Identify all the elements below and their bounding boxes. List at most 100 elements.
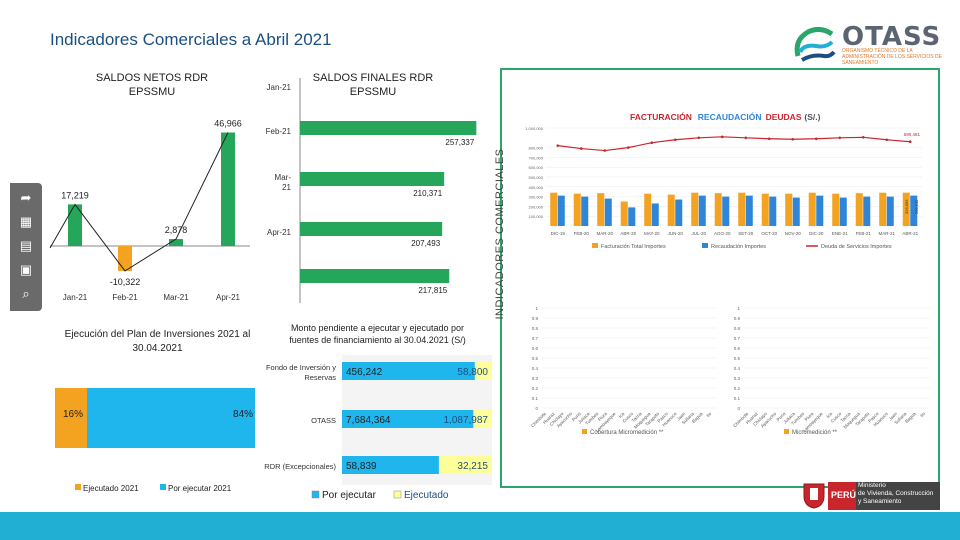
title-part: FACTURACIÓN — [630, 111, 692, 122]
y-tick-label: 500,000 — [529, 175, 544, 180]
value-label: 46,966 — [214, 118, 242, 128]
segment-label: 58,839 — [346, 461, 377, 472]
bar-Recaudación Importes — [910, 195, 918, 226]
bar-Facturación Total Importes — [832, 193, 840, 226]
bar-Mar-21 — [300, 172, 445, 186]
saldos-netos-title: SALDOS NETOS RDR EPSSMU — [95, 72, 209, 98]
x-tick-label: ENE-21 — [832, 231, 848, 236]
bar-Recaudación Importes — [769, 196, 777, 226]
x-tick-label: NOV-20 — [785, 231, 802, 236]
x-tick-label: Apr-21 — [216, 293, 241, 302]
legend-label: Deuda de Servicios Importes — [821, 244, 892, 250]
side-label: INDICADORES COMERCIALES — [490, 110, 508, 360]
bar-Recaudación Importes — [745, 195, 753, 226]
legend-swatch — [311, 490, 320, 499]
bar-extra — [300, 269, 450, 283]
bar-Recaudación Importes — [651, 203, 659, 226]
y-tick-label: Mar- — [275, 173, 292, 182]
point-deuda — [885, 138, 889, 142]
value-label: -10,322 — [110, 277, 141, 287]
share-icon[interactable]: ➦ — [20, 190, 32, 205]
y-tick-label: 1 — [737, 306, 740, 311]
bar-Feb-21 — [118, 246, 132, 271]
segment-ejecutado — [438, 456, 492, 474]
bar-Recaudación Importes — [839, 197, 847, 226]
bar-Recaudación Importes — [816, 195, 824, 226]
legend-label: Ejecutado — [404, 490, 449, 501]
y-tick-label: RDR (Excepcionales) — [264, 462, 336, 471]
segment-Ejecutado 2021 — [55, 388, 87, 448]
legend-swatch — [75, 484, 81, 490]
legend-swatch — [784, 429, 789, 434]
ministerio-text-bg — [856, 482, 940, 510]
bar-Apr-21 — [221, 132, 235, 246]
x-tick-label: MAR-21 — [878, 231, 895, 236]
indicadores-frame — [500, 68, 940, 488]
y-tick-label: OTASS — [311, 416, 336, 425]
ministerio-line1: Ministerio — [858, 482, 886, 489]
y-tick-label: 0.7 — [734, 336, 741, 341]
title-part: (S/.) — [804, 112, 820, 122]
y-tick-label: 800,000 — [529, 146, 544, 151]
x-tick-label: Feb-21 — [112, 293, 138, 302]
bar-Recaudación Importes — [698, 195, 706, 226]
legend-label: Facturación Total Importes — [601, 244, 666, 250]
ministerio-text: Ministerio de Vivienda, Construcción y S… — [858, 482, 933, 506]
bar-Facturación Total Importes — [879, 192, 887, 226]
y-tick-label: 21 — [282, 183, 291, 192]
ministerio-line3: y Saneamiento — [858, 498, 902, 505]
legend-label: Por ejecutar 2021 — [168, 484, 232, 493]
segment-Por ejecutar 2021 — [87, 388, 255, 448]
x-tick-label: SET-20 — [738, 231, 754, 236]
segment-por-ejecutar — [342, 362, 475, 380]
y-tick-label: 1,000,000 — [525, 126, 544, 131]
y-tick-label: 400,000 — [529, 185, 544, 190]
y-tick-label: 200,000 — [529, 204, 544, 209]
segment-por-ejecutar — [342, 456, 439, 474]
y-tick-label: 0.4 — [734, 366, 741, 371]
x-tick-label: DIC-20 — [809, 231, 824, 236]
point-deuda — [697, 136, 701, 140]
bar-Recaudación Importes — [581, 196, 589, 226]
legend-swatch — [160, 484, 166, 490]
x-tick-label: Ica — [618, 411, 626, 419]
bar-Facturación Total Importes — [667, 194, 675, 226]
logo-name: OTASS — [842, 22, 942, 52]
legend-label: Cobertura Micromedición ** — [590, 430, 664, 436]
y-tick-label: Apr-21 — [267, 228, 292, 237]
image-icon[interactable]: ▣ — [19, 262, 33, 277]
y-tick-label: Jan-21 — [267, 83, 292, 92]
y-tick-label: 0.6 — [734, 346, 741, 351]
bar-Recaudación Importes — [604, 198, 612, 226]
saldos-finales-title: SALDOS FINALES RDR EPSSMU — [312, 72, 434, 98]
table-icon[interactable]: ▤ — [19, 238, 33, 253]
x-tick-label: Jan-21 — [63, 293, 88, 302]
bar-Facturación Total Importes — [855, 193, 863, 226]
point-deuda — [908, 140, 912, 144]
segment-label: 7,684,364 — [346, 415, 391, 426]
bar-Apr-21 — [300, 222, 443, 236]
y-tick-label: 0.2 — [734, 386, 741, 391]
y-tick-label: 0.4 — [532, 366, 539, 371]
x-tick-label: DIC-19 — [551, 231, 566, 236]
map-icon[interactable]: ▦ — [19, 214, 33, 229]
value-label: 217,815 — [418, 286, 447, 295]
legend-swatch — [702, 243, 708, 248]
x-tick-label: JUL-20 — [691, 231, 706, 236]
segment-ejecutado — [473, 410, 492, 428]
legend-label: Ejecutado 2021 — [83, 484, 139, 493]
bar-Facturación Total Importes — [620, 201, 628, 226]
segment-por-ejecutar — [342, 410, 474, 428]
legend-swatch — [592, 243, 598, 248]
point-deuda — [720, 135, 724, 139]
bottom-bar — [0, 512, 960, 540]
bar-Facturación Total Importes — [597, 193, 605, 226]
x-tick-label: ABR-20 — [620, 231, 636, 236]
bar-Facturación Total Importes — [785, 193, 793, 226]
point-deuda — [791, 137, 795, 141]
search-icon[interactable]: ⌕ — [22, 286, 30, 301]
y-tick-label: 0 — [535, 406, 538, 411]
bar-Facturación Total Importes — [714, 193, 722, 226]
legend-label: Por ejecutar — [322, 490, 377, 501]
x-tick-label: ABR-21 — [902, 231, 918, 236]
